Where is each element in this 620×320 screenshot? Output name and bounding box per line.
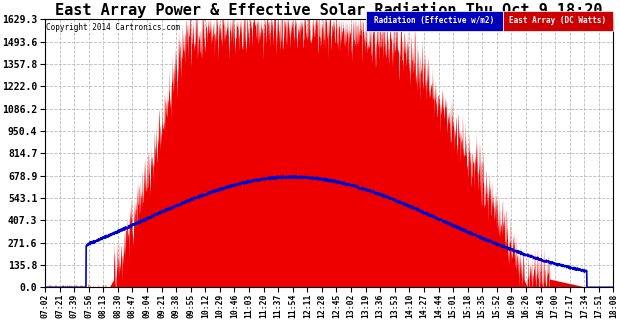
Text: Radiation (Effective w/m2): Radiation (Effective w/m2) [374, 16, 495, 25]
FancyBboxPatch shape [503, 11, 613, 30]
FancyBboxPatch shape [366, 11, 503, 30]
Text: Copyright 2014 Cartronics.com: Copyright 2014 Cartronics.com [46, 23, 180, 32]
Text: East Array (DC Watts): East Array (DC Watts) [510, 16, 606, 25]
Title: East Array Power & Effective Solar Radiation Thu Oct 9 18:20: East Array Power & Effective Solar Radia… [55, 2, 603, 18]
